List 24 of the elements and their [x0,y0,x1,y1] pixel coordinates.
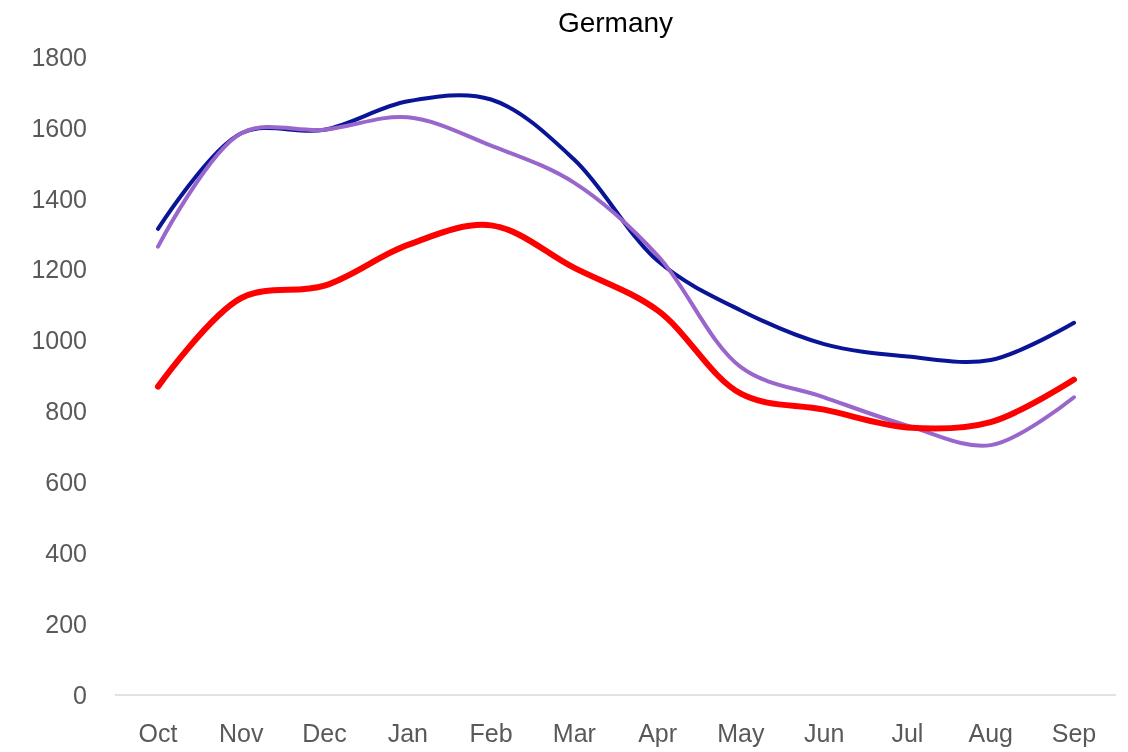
y-tick-label: 1800 [31,42,87,71]
y-tick-label: 0 [73,680,87,709]
y-tick-label: 1600 [31,113,87,142]
y-tick-label: 1000 [31,326,87,355]
x-tick-label: Sep [1051,719,1097,747]
x-tick-label: Dec [302,719,347,747]
x-tick-label: Jan [387,719,428,747]
y-tick-label: 800 [45,397,87,426]
x-tick-label: Apr [638,719,678,747]
x-tick-label: Jun [804,719,845,747]
y-tick-label: 1200 [31,255,87,284]
x-tick-label: Feb [469,719,513,747]
y-tick-label: 200 [45,609,87,638]
chart-title: Germany [557,7,674,38]
x-tick-label: Nov [219,719,264,747]
x-tick-label: Jul [891,719,924,747]
y-tick-label: 1400 [31,184,87,213]
line-series [156,115,1076,448]
x-tick-label: Oct [138,719,178,747]
x-tick-label: Mar [552,719,596,747]
x-tick-label: Aug [968,719,1013,747]
y-tick-label: 600 [45,468,87,497]
y-tick-label: 400 [45,538,87,567]
x-tick-label: May [717,719,766,747]
